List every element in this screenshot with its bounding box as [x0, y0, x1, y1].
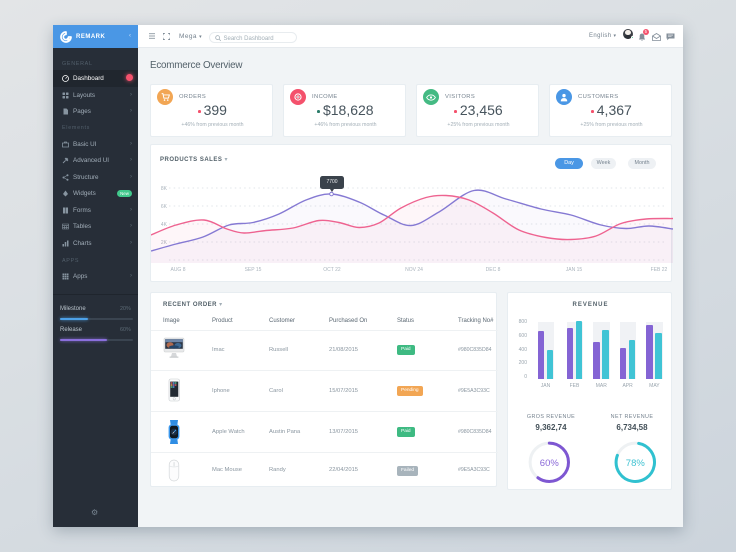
svg-text:78%: 78%: [625, 457, 645, 468]
svg-text:8K: 8K: [161, 186, 168, 192]
svg-text:OCT 22: OCT 22: [323, 267, 341, 273]
svg-text:FEB 22: FEB 22: [651, 267, 668, 273]
svg-text:6K: 6K: [161, 204, 168, 210]
svg-text:60%: 60%: [540, 457, 560, 468]
svg-text:SEP 15: SEP 15: [245, 267, 262, 273]
svg-text:2K: 2K: [161, 240, 168, 246]
svg-text:DEC 8: DEC 8: [486, 267, 501, 273]
svg-text:NOV 24: NOV 24: [405, 267, 423, 273]
svg-text:4K: 4K: [161, 222, 168, 228]
svg-text:AUG 8: AUG 8: [170, 267, 185, 273]
svg-text:JAN 15: JAN 15: [566, 267, 583, 273]
